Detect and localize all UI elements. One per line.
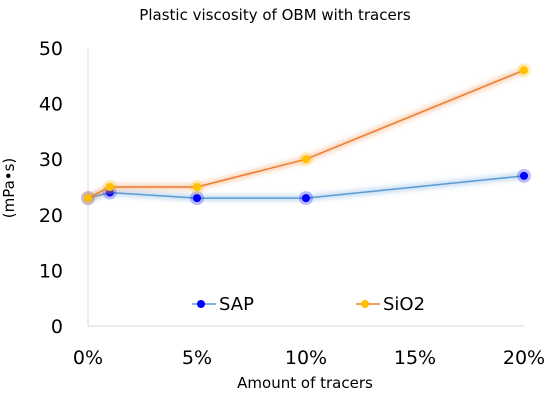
- x-axis-label: Amount of tracers: [237, 374, 373, 392]
- sio2-data-point: [520, 66, 528, 75]
- sio2-legend-marker: [361, 300, 369, 308]
- chart-title: Plastic viscosity of OBM with tracers: [139, 6, 411, 24]
- sio2-data-point: [302, 155, 310, 164]
- y-tick-label: 20: [39, 205, 63, 227]
- sio2-data-point: [84, 194, 92, 203]
- y-axis-ticks: 0 10 20 30 40 50: [39, 38, 63, 338]
- sio2-legend-label: SiO2: [383, 294, 425, 315]
- y-tick-label: 50: [39, 38, 63, 60]
- y-tick-label: 10: [39, 260, 63, 282]
- y-tick-label: 0: [51, 316, 63, 338]
- y-axis-label: (mPa•s): [0, 158, 18, 219]
- x-tick-label: 20%: [503, 347, 545, 369]
- legend: SAP SiO2: [192, 294, 425, 315]
- sap-legend-marker: [197, 300, 205, 308]
- sio2-series-glow: [86, 67, 526, 201]
- sap-data-point: [193, 194, 201, 203]
- sio2-data-point: [105, 183, 114, 191]
- x-tick-label: 0%: [73, 347, 103, 369]
- x-tick-label: 10%: [285, 347, 327, 369]
- sap-data-point: [520, 171, 528, 180]
- x-tick-label: 15%: [394, 347, 436, 369]
- x-axis-ticks: 0% 5% 10% 15% 20%: [73, 347, 545, 369]
- x-tick-label: 5%: [182, 347, 212, 369]
- y-tick-label: 40: [39, 94, 63, 116]
- series-layer: [81, 63, 531, 206]
- sap-data-point: [302, 194, 310, 203]
- y-tick-label: 30: [39, 149, 63, 171]
- sio2-data-point: [193, 183, 201, 191]
- sio2-series-line: [87, 69, 525, 199]
- sap-legend-label: SAP: [219, 294, 254, 315]
